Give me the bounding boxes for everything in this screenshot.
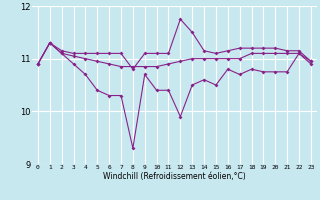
- X-axis label: Windchill (Refroidissement éolien,°C): Windchill (Refroidissement éolien,°C): [103, 172, 246, 181]
